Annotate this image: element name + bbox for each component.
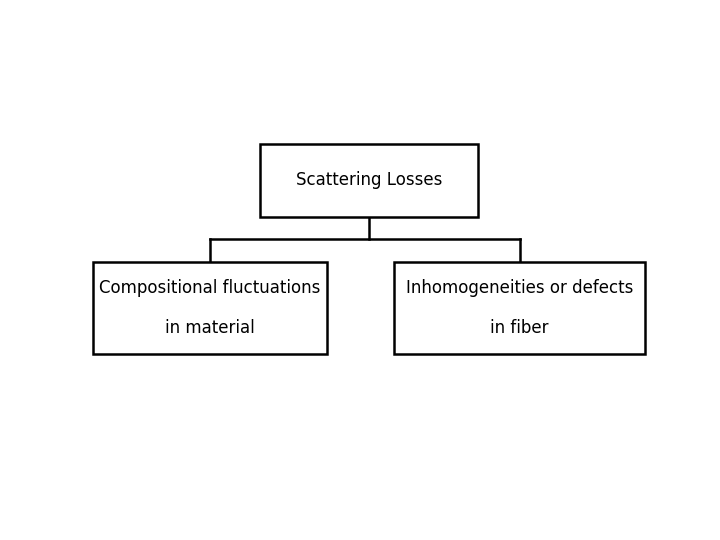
Text: Inhomogeneities or defects: Inhomogeneities or defects [406,279,634,297]
Text: Compositional fluctuations: Compositional fluctuations [99,279,320,297]
Text: Scattering Losses: Scattering Losses [296,171,442,189]
FancyBboxPatch shape [394,262,645,354]
Text: in fiber: in fiber [490,319,549,337]
FancyBboxPatch shape [260,144,478,217]
Text: in material: in material [165,319,255,337]
FancyBboxPatch shape [93,262,327,354]
